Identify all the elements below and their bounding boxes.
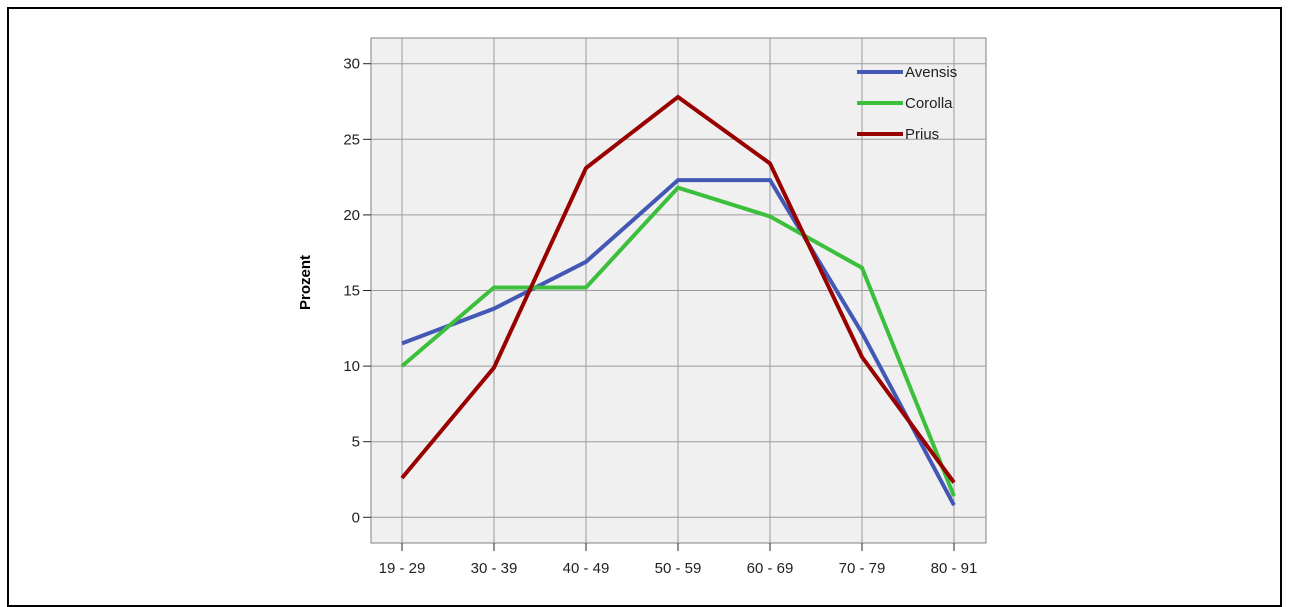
x-tick-label: 60 - 69	[747, 560, 794, 577]
series-line-avensis	[401, 178, 956, 507]
y-tick-label: 0	[352, 509, 360, 526]
x-tick-label: 70 - 79	[839, 560, 886, 577]
legend-label-prius: Prius	[905, 126, 939, 143]
y-tick-label: 15	[343, 283, 360, 300]
x-tick-label: 30 - 39	[471, 560, 518, 577]
legend-label-corolla: Corolla	[905, 95, 953, 112]
series-line-corolla	[400, 185, 956, 497]
y-tick-label: 30	[343, 56, 360, 73]
chart-frame: 0 5 10 15 20 25 30 19 - 29 30 - 39 40 - 49 50 - 59…	[7, 7, 1282, 607]
y-tick-label: 10	[343, 358, 360, 375]
axes: 0 5 10 15 20 25 30 19 - 29 30 - 39 40 - 49 50 - 59…	[343, 56, 977, 577]
x-tick-label: 19 - 29	[379, 560, 426, 577]
y-tick-label: 25	[343, 131, 360, 148]
y-tick-label: 20	[343, 207, 360, 224]
legend-label-avensis: Avensis	[905, 64, 957, 81]
x-tick-label: 50 - 59	[655, 560, 702, 577]
x-tick-label: 40 - 49	[563, 560, 610, 577]
line-chart: 0 5 10 15 20 25 30 19 - 29 30 - 39 40 - 49 50 - 59…	[297, 37, 987, 577]
grid-lines	[371, 38, 986, 543]
x-tick-label: 80 - 91	[931, 560, 978, 577]
series-line-prius	[400, 94, 956, 484]
y-axis-title: Prozent	[297, 255, 314, 310]
legend: Avensis Corolla Prius	[857, 64, 957, 143]
y-tick-label: 5	[352, 434, 360, 451]
series-lines	[400, 94, 956, 507]
